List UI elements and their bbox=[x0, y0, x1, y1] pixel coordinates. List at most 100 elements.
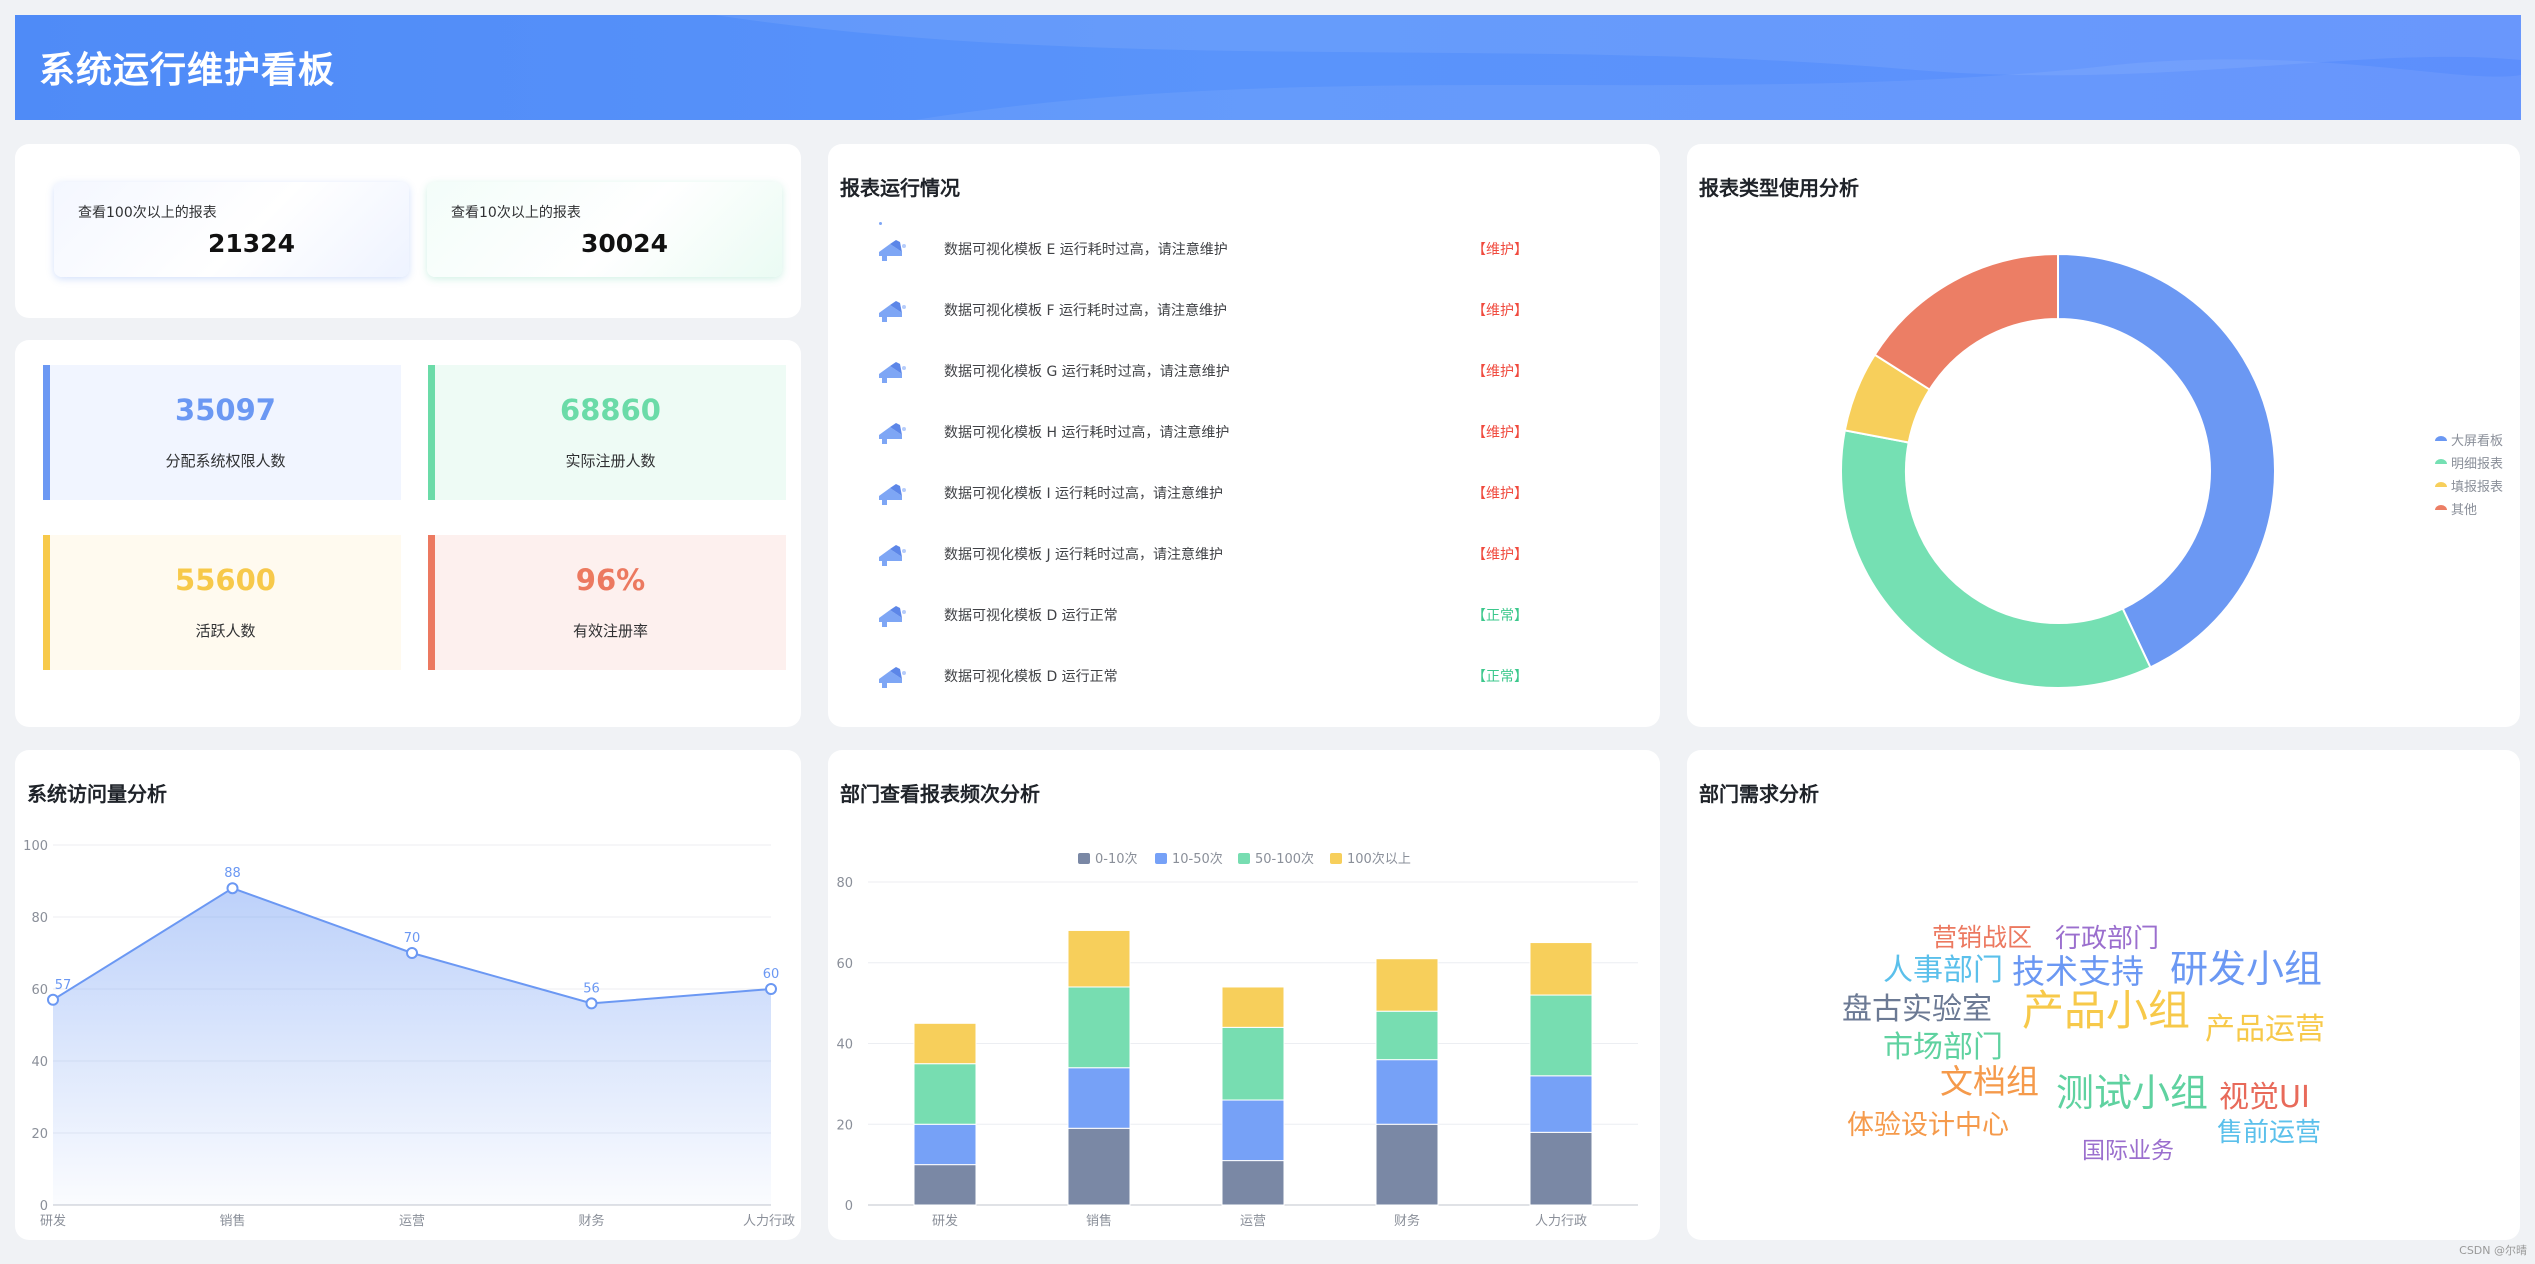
run-status-badge: 【维护】 bbox=[1472, 364, 1528, 380]
y-tick-label: 100 bbox=[23, 839, 48, 854]
page-title: 系统运行维护看板 bbox=[39, 50, 336, 91]
legend-marker bbox=[1155, 853, 1167, 864]
legend-label: 明细报表 bbox=[2451, 457, 2503, 472]
run-status-text: 数据可视化模板 D 运行正常 bbox=[944, 608, 1118, 624]
run-status-row[interactable]: 数据可视化模板 I 运行耗时过高，请注意维护 【维护】 bbox=[848, 473, 1618, 513]
bar-segment bbox=[1067, 986, 1131, 1069]
stat-label: 分配系统权限人数 bbox=[165, 452, 286, 470]
bar-segment bbox=[1375, 1059, 1439, 1125]
y-tick-label: 0 bbox=[40, 1199, 48, 1214]
run-status-badge: 【维护】 bbox=[1472, 486, 1528, 502]
run-status-row[interactable]: 数据可视化模板 E 运行耗时过高，请注意维护 【维护】 bbox=[848, 229, 1618, 269]
report-view-card: 查看10次以上的报表 30024 bbox=[427, 182, 782, 277]
bar-segment bbox=[1067, 1127, 1131, 1206]
run-status-badge: 【正常】 bbox=[1472, 669, 1528, 685]
data-point bbox=[47, 993, 59, 1006]
visits-panel: 系统访问量分析 0 20 40 60 80 100 57 研发 88 销售 70 运营 56 财务 60 人力… bbox=[15, 750, 801, 1240]
data-point bbox=[226, 882, 239, 895]
bar-segment bbox=[1529, 1075, 1593, 1133]
stat-value: 68860 bbox=[560, 393, 661, 427]
report-view-label: 查看10次以上的报表 bbox=[451, 205, 581, 221]
x-tick-label: 运营 bbox=[399, 1214, 425, 1229]
bar-segment bbox=[1221, 1026, 1285, 1101]
word-cloud-term: 产品运营 bbox=[2205, 1012, 2325, 1047]
run-status-row[interactable]: 数据可视化模板 F 运行耗时过高，请注意维护 【维护】 bbox=[848, 290, 1618, 330]
word-cloud-term: 研发小组 bbox=[2170, 947, 2323, 991]
dept-freq-stacked-bar-chart: 0 20 40 60 80 研发 销售 运营 财务 人力行政 0-10次 10-50次 50-100次 1… bbox=[836, 851, 1638, 1229]
stat-accent-bar bbox=[428, 365, 435, 500]
stat-accent-bar bbox=[428, 535, 435, 670]
user-stats-panel: 35097 分配系统权限人数 68860 实际注册人数 55600 活跃人数 9… bbox=[15, 340, 801, 727]
area-fill bbox=[53, 888, 771, 1205]
run-status-text: 数据可视化模板 E 运行耗时过高，请注意维护 bbox=[944, 242, 1228, 258]
data-label: 88 bbox=[224, 866, 241, 881]
stat-label: 有效注册率 bbox=[572, 622, 648, 640]
run-status-row[interactable]: 数据可视化模板 D 运行正常 【正常】 bbox=[848, 656, 1618, 696]
y-tick-label: 20 bbox=[836, 1118, 853, 1133]
legend-label: 100次以上 bbox=[1347, 851, 1411, 867]
header-wave-decoration bbox=[715, 15, 2521, 120]
stat-label: 活跃人数 bbox=[195, 622, 256, 640]
megaphone-icon bbox=[879, 423, 906, 444]
x-tick-label: 销售 bbox=[219, 1213, 245, 1229]
bar-segment bbox=[1067, 929, 1131, 988]
y-tick-label: 80 bbox=[836, 876, 853, 891]
megaphone-icon bbox=[879, 545, 906, 566]
x-tick-label: 研发 bbox=[40, 1213, 66, 1229]
dashboard-header: 系统运行维护看板 bbox=[15, 15, 2521, 120]
run-status-text: 数据可视化模板 I 运行耗时过高，请注意维护 bbox=[944, 486, 1224, 502]
y-tick-label: 20 bbox=[31, 1127, 48, 1142]
bar-segment bbox=[1529, 1131, 1593, 1206]
donut-slice bbox=[1840, 429, 2152, 689]
word-cloud-term: 视觉UI bbox=[2219, 1080, 2310, 1115]
x-tick-label: 人力行政 bbox=[743, 1214, 795, 1229]
data-label: 57 bbox=[55, 978, 72, 993]
data-label: 56 bbox=[583, 981, 600, 996]
run-status-row[interactable]: 数据可视化模板 H 运行耗时过高，请注意维护 【维护】 bbox=[848, 412, 1618, 452]
run-status-row[interactable]: 数据可视化模板 J 运行耗时过高，请注意维护 【维护】 bbox=[848, 534, 1618, 574]
panel-title: 部门需求分析 bbox=[1699, 782, 1819, 806]
word-cloud-term: 测试小组 bbox=[2056, 1071, 2209, 1115]
word-cloud-term: 盘古实验室 bbox=[1842, 992, 1992, 1027]
stat-tile: 35097 分配系统权限人数 bbox=[43, 365, 401, 500]
panel-title: 系统访问量分析 bbox=[27, 782, 167, 806]
legend-marker bbox=[2435, 482, 2447, 487]
megaphone-icon bbox=[879, 301, 906, 322]
scroll-hint-dot bbox=[879, 222, 882, 225]
x-tick-label: 财务 bbox=[1394, 1213, 1420, 1229]
stat-value: 35097 bbox=[175, 393, 276, 427]
x-tick-label: 人力行政 bbox=[1535, 1214, 1587, 1229]
report-view-value: 30024 bbox=[581, 229, 668, 258]
panel-title: 报表运行情况 bbox=[840, 176, 960, 200]
run-status-text: 数据可视化模板 G 运行耗时过高，请注意维护 bbox=[944, 364, 1230, 380]
data-label: 70 bbox=[404, 931, 421, 946]
x-tick-label: 财务 bbox=[578, 1213, 604, 1229]
legend-marker bbox=[2435, 459, 2447, 464]
data-point bbox=[765, 983, 777, 995]
run-status-row[interactable]: 数据可视化模板 D 运行正常 【正常】 bbox=[848, 595, 1618, 635]
legend-label: 10-50次 bbox=[1172, 851, 1223, 867]
word-cloud-term: 市场部门 bbox=[1883, 1030, 2003, 1065]
bar-segment bbox=[1375, 958, 1439, 1012]
bar-segment bbox=[913, 1063, 977, 1125]
bar-segment bbox=[913, 1123, 977, 1166]
bar-segment bbox=[1529, 994, 1593, 1077]
report-view-value: 21324 bbox=[208, 229, 295, 258]
word-cloud-term: 技术支持 bbox=[2012, 952, 2144, 991]
bar-segment bbox=[1529, 942, 1593, 996]
legend-label: 0-10次 bbox=[1095, 851, 1138, 867]
bar-segment bbox=[1221, 986, 1285, 1028]
word-cloud-term: 国际业务 bbox=[2082, 1138, 2174, 1164]
run-status-badge: 【维护】 bbox=[1472, 425, 1528, 441]
run-status-list[interactable]: 数据可视化模板 E 运行耗时过高，请注意维护 【维护】 数据可视化模板 F 运行耗时… bbox=[848, 229, 1618, 761]
run-status-row[interactable]: 数据可视化模板 G 运行耗时过高，请注意维护 【维护】 bbox=[848, 351, 1618, 391]
run-status-panel: 报表运行情况 数据可视化模板 E 运行耗时过高，请注意维护 【维护】 数据可视化模板… bbox=[828, 144, 1660, 727]
legend-label: 其他 bbox=[2451, 503, 2477, 518]
panel-title: 部门查看报表频次分析 bbox=[840, 782, 1040, 806]
legend-label: 50-100次 bbox=[1255, 851, 1314, 867]
donut-slice bbox=[1873, 252, 2059, 391]
bar-segment bbox=[913, 1022, 977, 1065]
legend-marker bbox=[1078, 853, 1090, 864]
data-point bbox=[585, 997, 598, 1010]
